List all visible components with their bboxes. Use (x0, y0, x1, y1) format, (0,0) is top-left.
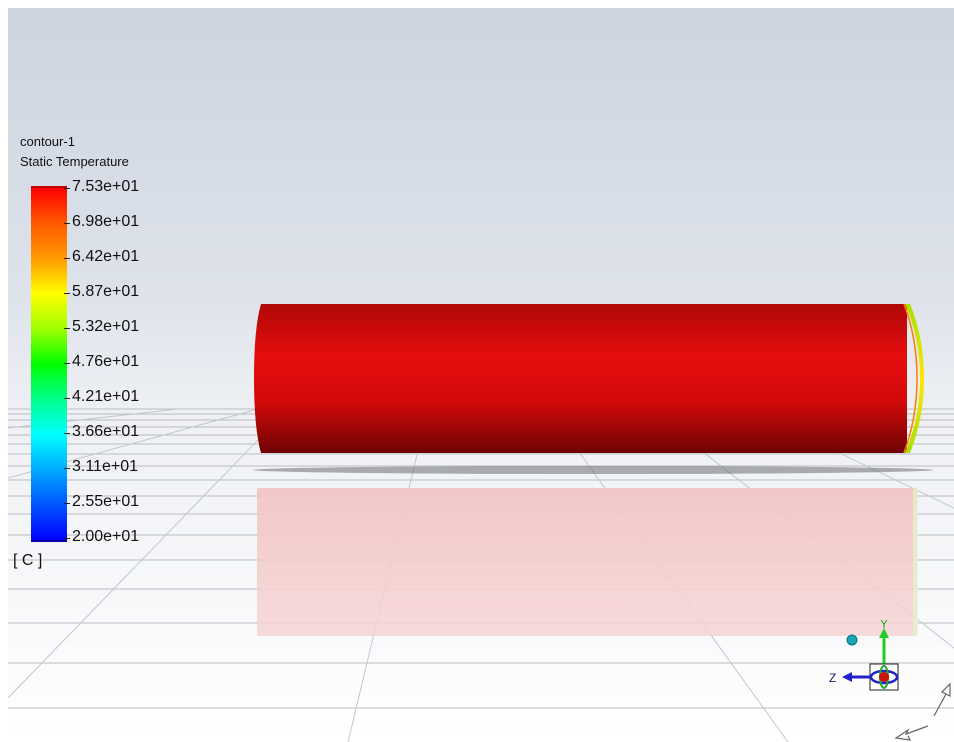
legend-tick (64, 258, 70, 259)
legend-label: 2.55e+01 (72, 493, 140, 510)
legend-tick (64, 293, 70, 294)
legend-tick (64, 188, 70, 189)
legend-label: 4.21e+01 (72, 388, 140, 405)
legend-label-min: 2.00e+01 (72, 528, 140, 545)
legend-tick (64, 468, 70, 469)
legend-tick (64, 503, 70, 504)
graphics-viewport[interactable]: contour-1 Static Temperature 7.53e+01 6.… (8, 8, 954, 742)
legend-unit-label: [ C ] (13, 552, 43, 569)
x-axis-dot (879, 672, 889, 682)
floor-grid (8, 303, 954, 742)
legend-label: 3.11e+01 (72, 458, 138, 475)
legend-tick (64, 363, 70, 364)
legend-label-max: 7.53e+01 (72, 178, 140, 195)
legend-object-name: contour-1 (20, 134, 75, 149)
legend-quantity-title: Static Temperature (20, 154, 129, 169)
colormap-legend[interactable]: contour-1 Static Temperature 7.53e+01 6.… (8, 8, 208, 608)
legend-label: 6.42e+01 (72, 248, 140, 265)
cylinder-body[interactable] (254, 303, 924, 454)
cylinder-end-cap (905, 304, 924, 453)
legend-tick (64, 538, 70, 539)
legend-label: 6.98e+01 (72, 213, 140, 230)
legend-tick (64, 433, 70, 434)
cylinder-shadow (253, 466, 933, 474)
legend-label: 5.87e+01 (72, 283, 140, 300)
legend-label: 3.66e+01 (72, 423, 140, 440)
legend-tick (64, 223, 70, 224)
legend-tick (64, 328, 70, 329)
y-axis-arrow (879, 628, 889, 666)
legend-label: 5.32e+01 (72, 318, 140, 335)
legend-label: 4.76e+01 (72, 353, 140, 370)
view-sphere-icon[interactable] (846, 634, 858, 646)
rotate-arrow-icon[interactable] (894, 725, 929, 741)
y-axis-label: Y (880, 620, 888, 631)
axis-triad[interactable]: Y Z (826, 620, 954, 742)
z-axis-label: Z (829, 671, 836, 685)
rotate-arrow-icon[interactable] (933, 682, 951, 717)
cylinder-reflection (257, 488, 918, 636)
legend-tick (64, 398, 70, 399)
legend-color-bar (31, 186, 67, 542)
